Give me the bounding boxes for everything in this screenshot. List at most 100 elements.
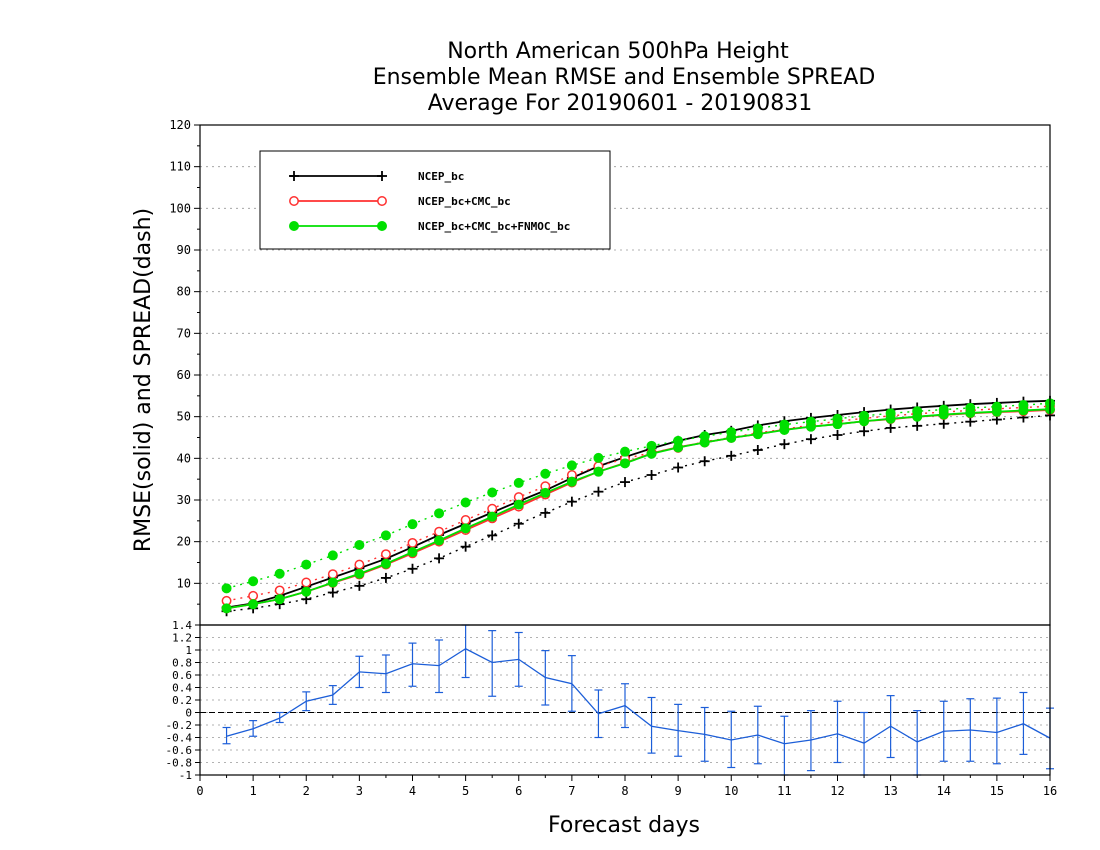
bottom-y-tick-label: 0.2 [172, 694, 192, 707]
legend-label-1: NCEP_bc+CMC_bc [418, 195, 511, 208]
spread-point [620, 446, 630, 457]
error-bar [355, 655, 364, 689]
error-bar [674, 703, 683, 757]
spread-point [301, 559, 312, 570]
error-bar [860, 711, 869, 776]
spread-point [593, 452, 604, 463]
error-bar [328, 685, 337, 705]
spread-point [965, 416, 976, 427]
error-bar [408, 642, 417, 687]
spread-point [646, 470, 657, 480]
bottom-y-tick-label: 0 [185, 707, 192, 720]
top-y-tick-label: 100 [169, 201, 191, 215]
error-bar [886, 695, 895, 759]
x-tick-label: 0 [196, 784, 203, 798]
legend: NCEP_bc NCEP_bc+CMC_bc NCEP_bc+CMC_bc+FNMO… [259, 150, 611, 250]
bottom-y-tick-label: -0.6 [166, 744, 193, 757]
spread-point [380, 572, 391, 583]
spread-line-0 [226, 414, 1051, 612]
x-tick-label: 5 [462, 784, 469, 798]
difference-series [222, 624, 1054, 776]
legend-item-0: NCEP_bc [289, 170, 464, 183]
spread-point [620, 477, 630, 488]
spread-point [593, 486, 604, 497]
spread-point [859, 410, 870, 421]
x-ticks: 0 1 2 3 4 5 6 7 8 9 10 11 12 13 14 15 16 [196, 775, 1057, 798]
spread-point [434, 526, 445, 537]
error-bar [966, 698, 975, 762]
series-1 [221, 401, 1055, 614]
spread-point [646, 440, 657, 451]
spread-point [726, 427, 737, 438]
top-y-ticks: 10 20 30 40 50 60 70 80 90 100 110 120 [169, 118, 200, 605]
spread-point [912, 406, 923, 417]
error-bar [222, 726, 231, 745]
error-bar [1019, 691, 1028, 755]
spread-point [354, 540, 365, 550]
legend-marker-start [289, 196, 299, 206]
legend-label-2: NCEP_bc+CMC_bc+FNMOC_bc [418, 220, 570, 233]
rmse-point [487, 511, 498, 522]
legend-marker-start [289, 171, 299, 181]
spread-point [327, 569, 338, 580]
rmse-point [566, 476, 577, 487]
bottom-y-tick-label: 0.8 [172, 657, 192, 670]
rmse-point [407, 547, 418, 558]
spread-point [434, 553, 445, 564]
spread-point [885, 408, 896, 419]
rmse-point [593, 466, 604, 477]
legend-marker-start [289, 221, 299, 231]
spread-point [566, 496, 577, 507]
spread-point [540, 507, 551, 518]
spread-point [460, 541, 471, 552]
top-y-tick-label: 10 [177, 576, 191, 590]
spread-point [248, 576, 259, 587]
error-bar [381, 654, 390, 694]
error-bar [302, 691, 311, 712]
top-y-tick-label: 110 [169, 160, 191, 174]
spread-point [779, 439, 790, 450]
spread-point [832, 430, 843, 440]
spread-point [274, 585, 285, 596]
spread-point [832, 413, 843, 424]
top-series [221, 395, 1055, 617]
spread-point [407, 537, 418, 548]
top-grid [200, 166, 1050, 584]
error-bar [621, 683, 629, 729]
error-bar [541, 650, 550, 706]
x-tick-label: 14 [937, 784, 951, 798]
spread-point [805, 434, 816, 445]
top-y-tick-label: 60 [177, 368, 191, 382]
x-tick-label: 3 [356, 784, 363, 798]
x-tick-label: 4 [409, 784, 416, 798]
error-bar [435, 639, 444, 694]
rmse-point [354, 568, 365, 579]
rmse-point [327, 577, 338, 588]
spread-point [221, 583, 232, 594]
y-axis-label: RMSE(solid) and SPREAD(dash) [131, 208, 156, 552]
top-y-tick-label: 20 [177, 535, 191, 549]
spread-point [460, 497, 471, 508]
spread-line-2 [226, 402, 1051, 590]
chart-title-line-3: Average For 20190601 - 20190831 [428, 91, 813, 116]
rmse-point [434, 535, 445, 546]
x-tick-label: 1 [250, 784, 257, 798]
x-tick-label: 13 [883, 784, 897, 798]
spread-point [434, 508, 445, 519]
rmse-point [540, 487, 551, 498]
top-y-tick-label: 40 [177, 451, 191, 465]
difference-line [226, 648, 1051, 745]
error-bar [249, 720, 258, 737]
x-tick-label: 10 [724, 784, 738, 798]
spread-point [354, 580, 365, 591]
bottom-y-tick-label: -1 [179, 769, 192, 782]
spread-point [327, 550, 338, 561]
spread-point [354, 559, 365, 570]
spread-point [699, 431, 710, 442]
spread-point [991, 401, 1002, 412]
spread-point [460, 515, 471, 525]
legend-item-2: NCEP_bc+CMC_bc+FNMOC_bc [289, 220, 570, 233]
difference-panel: -1-0.8-0.6-0.4-0.200.20.40.60.811.21.4 0… [166, 619, 1058, 798]
legend-marker-end [377, 221, 387, 231]
